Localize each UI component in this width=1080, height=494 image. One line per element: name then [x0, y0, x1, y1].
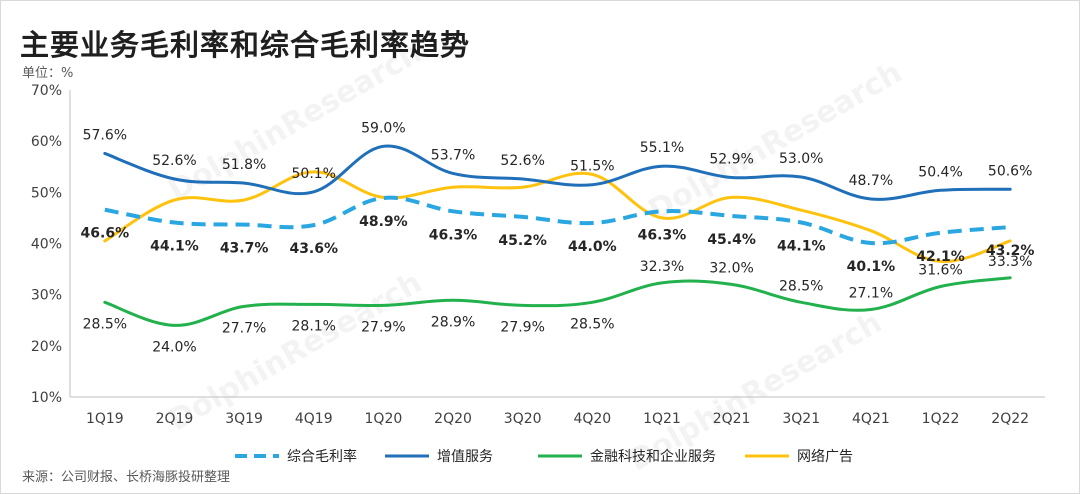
data-label: 59.0% — [361, 120, 405, 136]
data-label: 27.1% — [849, 286, 893, 302]
data-label: 28.1% — [292, 318, 336, 334]
data-label: 44.1% — [150, 239, 199, 255]
data-label: 40.1% — [847, 259, 896, 275]
data-label: 27.7% — [222, 320, 266, 336]
x-tick-label: 3Q21 — [782, 411, 820, 427]
data-label: 45.4% — [707, 232, 756, 248]
data-label: 43.7% — [220, 241, 269, 257]
x-tick-label: 3Q19 — [225, 411, 263, 427]
source-note: 来源：公司财报、长桥海豚投研整理 — [22, 470, 231, 485]
x-axis-ticks: 1Q19 2Q19 3Q19 4Q19 1Q20 2Q20 3Q20 4Q20 1Q21 2Q21… — [86, 411, 1029, 427]
y-tick-label: 40% — [31, 237, 62, 253]
legend-label: 金融科技和企业服务 — [590, 448, 716, 465]
data-label: 50.1% — [292, 166, 336, 182]
data-label: 43.2% — [986, 243, 1035, 259]
chart-title: 主要业务毛利率和综合毛利率趋势 — [20, 28, 471, 62]
data-label: 53.0% — [779, 151, 823, 167]
x-tick-label: 2Q19 — [156, 411, 194, 427]
data-label: 28.5% — [83, 316, 127, 332]
x-tick-label: 1Q22 — [922, 411, 960, 427]
data-label: 46.3% — [429, 227, 478, 243]
data-label: 57.6% — [83, 127, 127, 143]
x-tick-label: 4Q19 — [295, 411, 333, 427]
data-label: 50.4% — [918, 164, 962, 180]
data-label: 32.3% — [640, 259, 684, 275]
data-label: 27.9% — [500, 319, 544, 335]
data-label: 46.3% — [638, 227, 687, 243]
data-label: 51.5% — [570, 159, 614, 175]
unit-label: 单位：% — [22, 66, 74, 81]
data-label: 43.6% — [289, 241, 338, 257]
data-label: 32.0% — [709, 260, 753, 276]
series-line-0 — [104, 195, 1011, 246]
legend-label: 网络广告 — [797, 449, 853, 465]
series-lines — [103, 144, 1012, 327]
data-label: 53.7% — [431, 147, 475, 163]
data-label: 28.5% — [570, 316, 614, 332]
x-tick-label: 2Q20 — [434, 411, 472, 427]
y-tick-label: 70% — [31, 83, 62, 99]
data-label: 33.3% — [988, 254, 1032, 270]
data-label: 51.8% — [222, 157, 266, 173]
y-tick-label: 60% — [31, 134, 62, 150]
y-tick-label: 30% — [31, 288, 62, 304]
data-label: 52.9% — [709, 151, 753, 167]
data-label: 44.1% — [777, 239, 826, 255]
data-label: 42.1% — [916, 249, 965, 265]
y-tick-label: 50% — [31, 185, 62, 201]
y-tick-label: 20% — [31, 339, 62, 355]
x-tick-label: 2Q22 — [991, 411, 1029, 427]
data-label: 52.6% — [152, 153, 196, 169]
series-line-1 — [103, 144, 1012, 201]
data-label: 48.9% — [359, 214, 408, 230]
x-tick-label: 1Q21 — [643, 411, 681, 427]
data-label: 48.7% — [849, 173, 893, 189]
data-label: 52.6% — [500, 153, 544, 169]
legend-label: 综合毛利率 — [287, 448, 357, 465]
data-labels: 57.6% 52.6% 51.8% 50.1% 59.0% 53.7% 52.6% 51.5%… — [81, 120, 1035, 355]
data-label: 44.0% — [568, 239, 617, 255]
x-tick-label: 2Q21 — [713, 411, 751, 427]
data-label: 24.0% — [152, 339, 196, 355]
x-tick-label: 3Q20 — [504, 411, 542, 427]
data-label: 27.9% — [361, 319, 405, 335]
y-axis-ticks: 10% 20% 30% 40% 50% 60% 70% — [31, 83, 62, 406]
x-tick-label: 1Q20 — [365, 411, 403, 427]
data-label: 28.9% — [431, 314, 475, 330]
y-tick-label: 10% — [31, 390, 62, 406]
x-tick-label: 4Q21 — [852, 411, 890, 427]
data-label: 55.1% — [640, 140, 684, 156]
legend-label: 增值服务 — [437, 449, 493, 465]
series-line-3 — [103, 170, 1012, 263]
x-tick-label: 4Q20 — [573, 411, 611, 427]
x-tick-label: 1Q19 — [86, 411, 124, 427]
legend: 综合毛利率 增值服务 金融科技和企业服务 网络广告 — [235, 448, 853, 465]
data-label: 28.5% — [779, 278, 823, 294]
data-label: 50.6% — [988, 163, 1032, 179]
data-label: 45.2% — [498, 233, 547, 249]
series-line-2 — [103, 276, 1012, 327]
data-label: 31.6% — [918, 262, 962, 278]
data-label: 46.6% — [81, 226, 130, 242]
